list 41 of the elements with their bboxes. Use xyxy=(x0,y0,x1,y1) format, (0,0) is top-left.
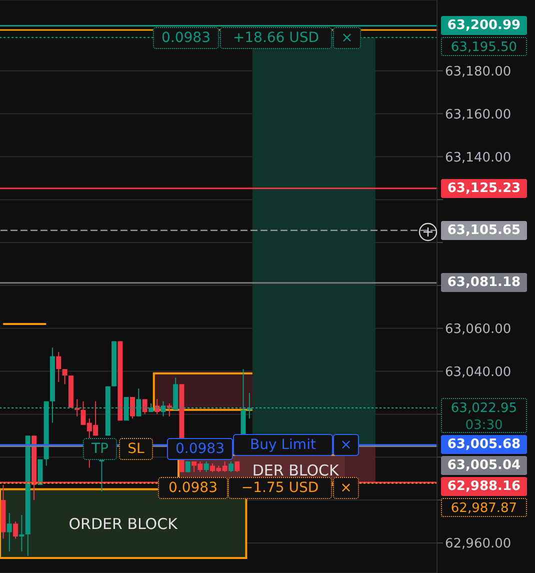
annotation: +18.66 USD xyxy=(220,26,332,49)
ref-line-label: 63,022.95 xyxy=(450,400,518,418)
ref-line-label: 63,195.50 xyxy=(442,38,526,58)
candlestick xyxy=(142,398,148,415)
candlestick xyxy=(204,460,209,473)
annotation: 0.0983 xyxy=(158,477,228,499)
candlestick xyxy=(228,460,234,473)
annotation: × xyxy=(340,480,352,496)
annotation: TP xyxy=(83,438,117,460)
candlestick xyxy=(13,520,18,540)
annotation: SL xyxy=(119,438,153,460)
band-label: ORDER BLOCK xyxy=(68,514,179,533)
y-tick-label: 63,140.00 xyxy=(445,150,512,166)
ref-line-label: 63,200.99 xyxy=(441,16,527,36)
candlestick xyxy=(56,351,62,382)
candlestick xyxy=(6,512,12,552)
ref-line-label: 63,005.68 xyxy=(441,435,527,454)
ref-line-label: 62,988.16 xyxy=(441,477,527,496)
y-tick-label: 63,160.00 xyxy=(445,107,512,122)
y-tick-label: 62,960.00 xyxy=(445,536,512,552)
y-tick-label: 63,060.00 xyxy=(445,322,512,337)
ref-line-label: 62,987.87 xyxy=(442,499,526,518)
annotation: −1.75 USD xyxy=(241,480,319,496)
y-tick-label: 63,040.00 xyxy=(445,364,512,380)
candlestick xyxy=(19,514,24,552)
ref-line-label: 63,105.65 xyxy=(441,220,527,240)
ref-line-label: 63,005.04 xyxy=(441,456,527,476)
annotation: Buy Limit xyxy=(233,434,333,456)
annotation: 0.0983 xyxy=(153,26,219,49)
y-tick-label: 63,180.00 xyxy=(445,64,512,80)
text: 03:30 xyxy=(464,418,504,434)
band-label: DER BLOCK xyxy=(252,461,340,480)
candlestick xyxy=(166,402,172,417)
ref-line-label: 63,125.23 xyxy=(441,178,527,198)
candlestick xyxy=(154,398,160,415)
annotation: × xyxy=(333,26,361,49)
ref-line-label: 63,081.18 xyxy=(441,273,527,292)
candlestick xyxy=(130,396,135,419)
annotation: 0.0983 xyxy=(167,438,233,460)
candlestick xyxy=(62,368,68,385)
annotation: × xyxy=(333,434,359,456)
